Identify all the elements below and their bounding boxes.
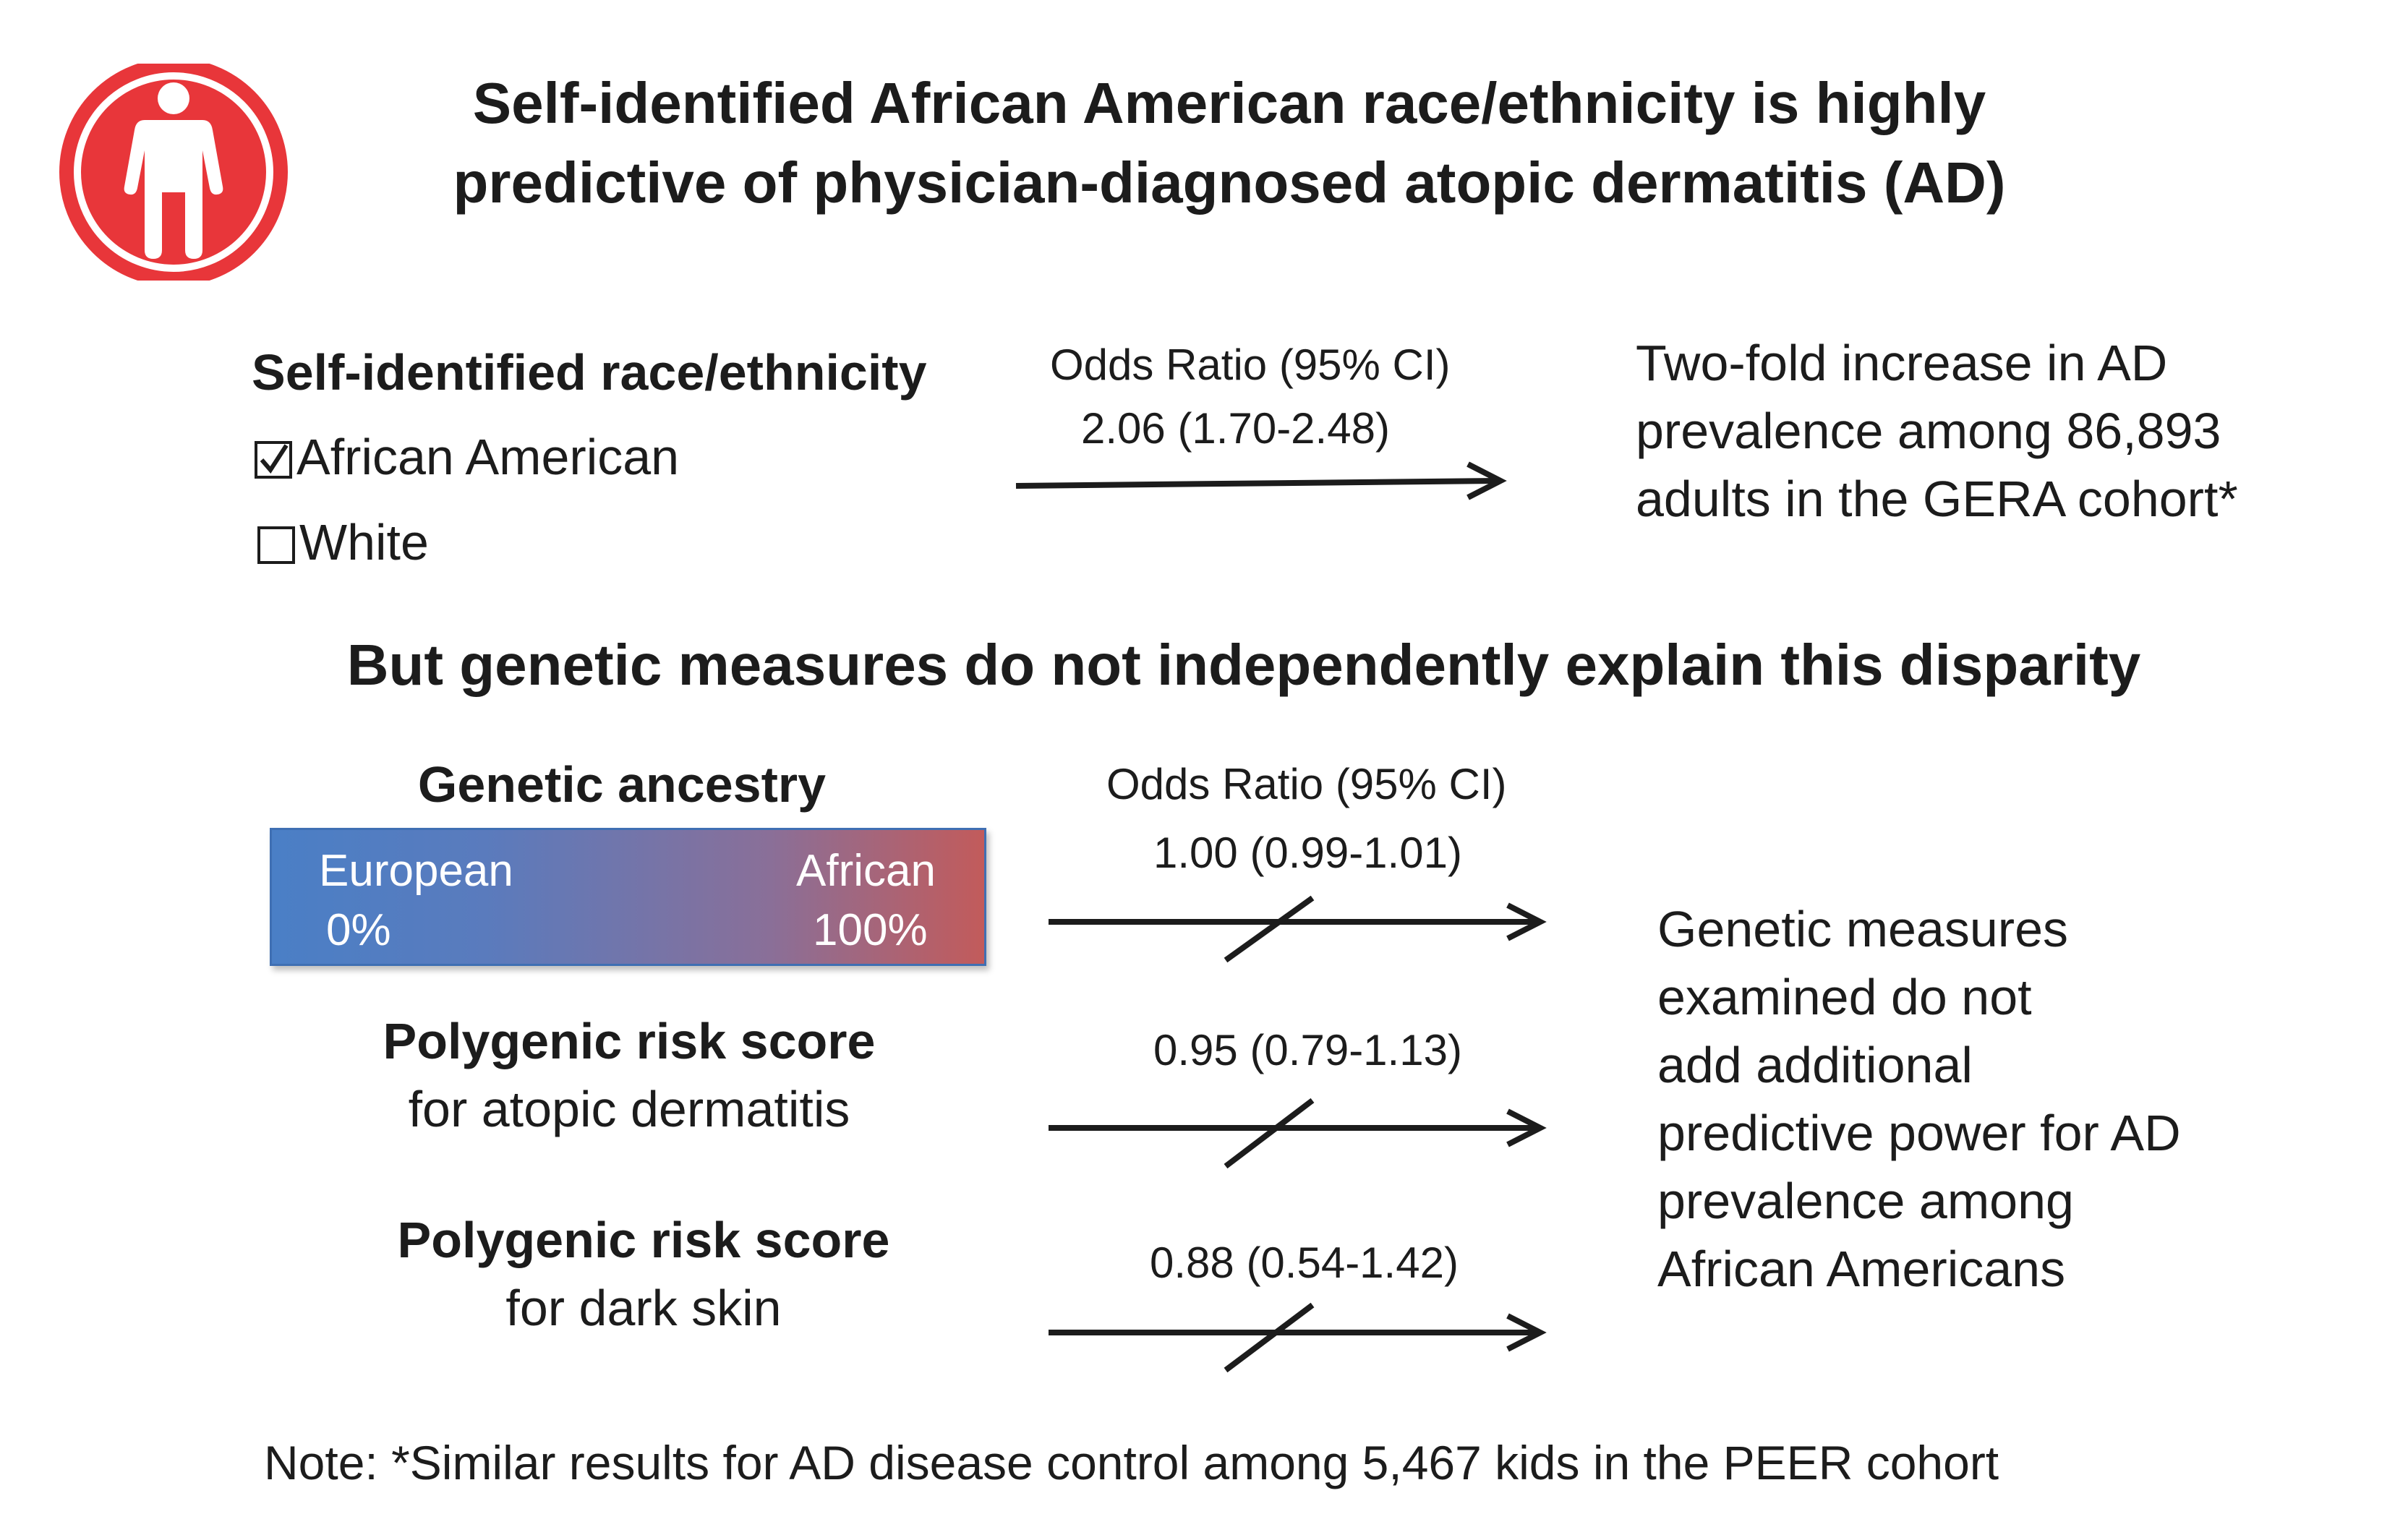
ancestry-right-value: 100% <box>813 905 928 955</box>
conclusion-line: examined do not <box>1657 969 2032 1025</box>
prs-ad-sub: for atopic dermatitis <box>408 1081 850 1137</box>
unchecked-checkbox-icon <box>257 526 295 564</box>
title-line-1: Self-identified African American race/et… <box>472 71 1986 135</box>
ancestry-or-value: 1.00 (0.99-1.01) <box>1153 829 1462 877</box>
race-result-line: adults in the GERA cohort* <box>1636 471 2238 527</box>
race-or-value: 2.06 (1.70-2.48) <box>1081 404 1390 453</box>
race-option-african-american: African American <box>255 428 679 486</box>
race-option-white: White <box>257 513 429 571</box>
conclusion-line: predictive power for AD <box>1657 1105 2181 1161</box>
ancestry-left-label: European <box>319 846 513 896</box>
prs-skin-block: Polygenic risk score for dark skin <box>318 1211 969 1337</box>
ancestry-right-label: African <box>796 846 936 896</box>
conclusion-line: Genetic measures <box>1657 901 2069 957</box>
prs-ad-or-value: 0.95 (0.79-1.13) <box>1153 1026 1462 1074</box>
ancestry-arrow-crossed <box>1049 895 1547 963</box>
prs-ad-block: Polygenic risk score for atopic dermatit… <box>304 1012 955 1138</box>
footnote: Note: *Similar results for AD disease co… <box>264 1436 1999 1489</box>
race-arrow <box>1015 461 1507 500</box>
conclusion-line: African Americans <box>1657 1241 2066 1297</box>
conclusion-line: prevalence among <box>1657 1173 2074 1229</box>
race-result-line: prevalence among 86,893 <box>1636 403 2221 459</box>
prs-skin-sub: for dark skin <box>505 1280 782 1336</box>
prs-ad-arrow-crossed <box>1049 1098 1547 1169</box>
ancestry-gradient-bar: European 0% African 100% <box>270 828 986 966</box>
title-line-2: predictive of physician-diagnosed atopic… <box>453 150 2006 215</box>
race-result-line: Two-fold increase in AD <box>1636 335 2168 391</box>
page-title: Self-identified African American race/et… <box>405 64 2054 223</box>
race-option-label: White <box>299 514 429 570</box>
ancestry-left-value: 0% <box>326 905 391 955</box>
ancestry-heading: Genetic ancestry <box>417 756 827 813</box>
section-subtitle: But genetic measures do not independentl… <box>346 633 2141 697</box>
race-or-header: Odds Ratio (95% CI) <box>1050 341 1451 389</box>
genetic-conclusion: Genetic measures examined do not add add… <box>1657 895 2181 1303</box>
ancestry-or-header: Odds Ratio (95% CI) <box>1106 760 1507 808</box>
checked-checkbox-icon <box>255 441 292 479</box>
prs-skin-arrow-crossed <box>1049 1302 1547 1373</box>
prs-skin-or-value: 0.88 (0.54-1.42) <box>1150 1239 1459 1287</box>
race-result: Two-fold increase in AD prevalence among… <box>1636 329 2238 533</box>
prs-skin-heading: Polygenic risk score <box>397 1212 890 1268</box>
race-option-label: African American <box>296 429 680 485</box>
race-heading: Self-identified race/ethnicity <box>252 344 927 401</box>
prs-ad-heading: Polygenic risk score <box>383 1013 876 1069</box>
person-icon <box>59 64 288 281</box>
conclusion-line: add additional <box>1657 1037 1973 1093</box>
